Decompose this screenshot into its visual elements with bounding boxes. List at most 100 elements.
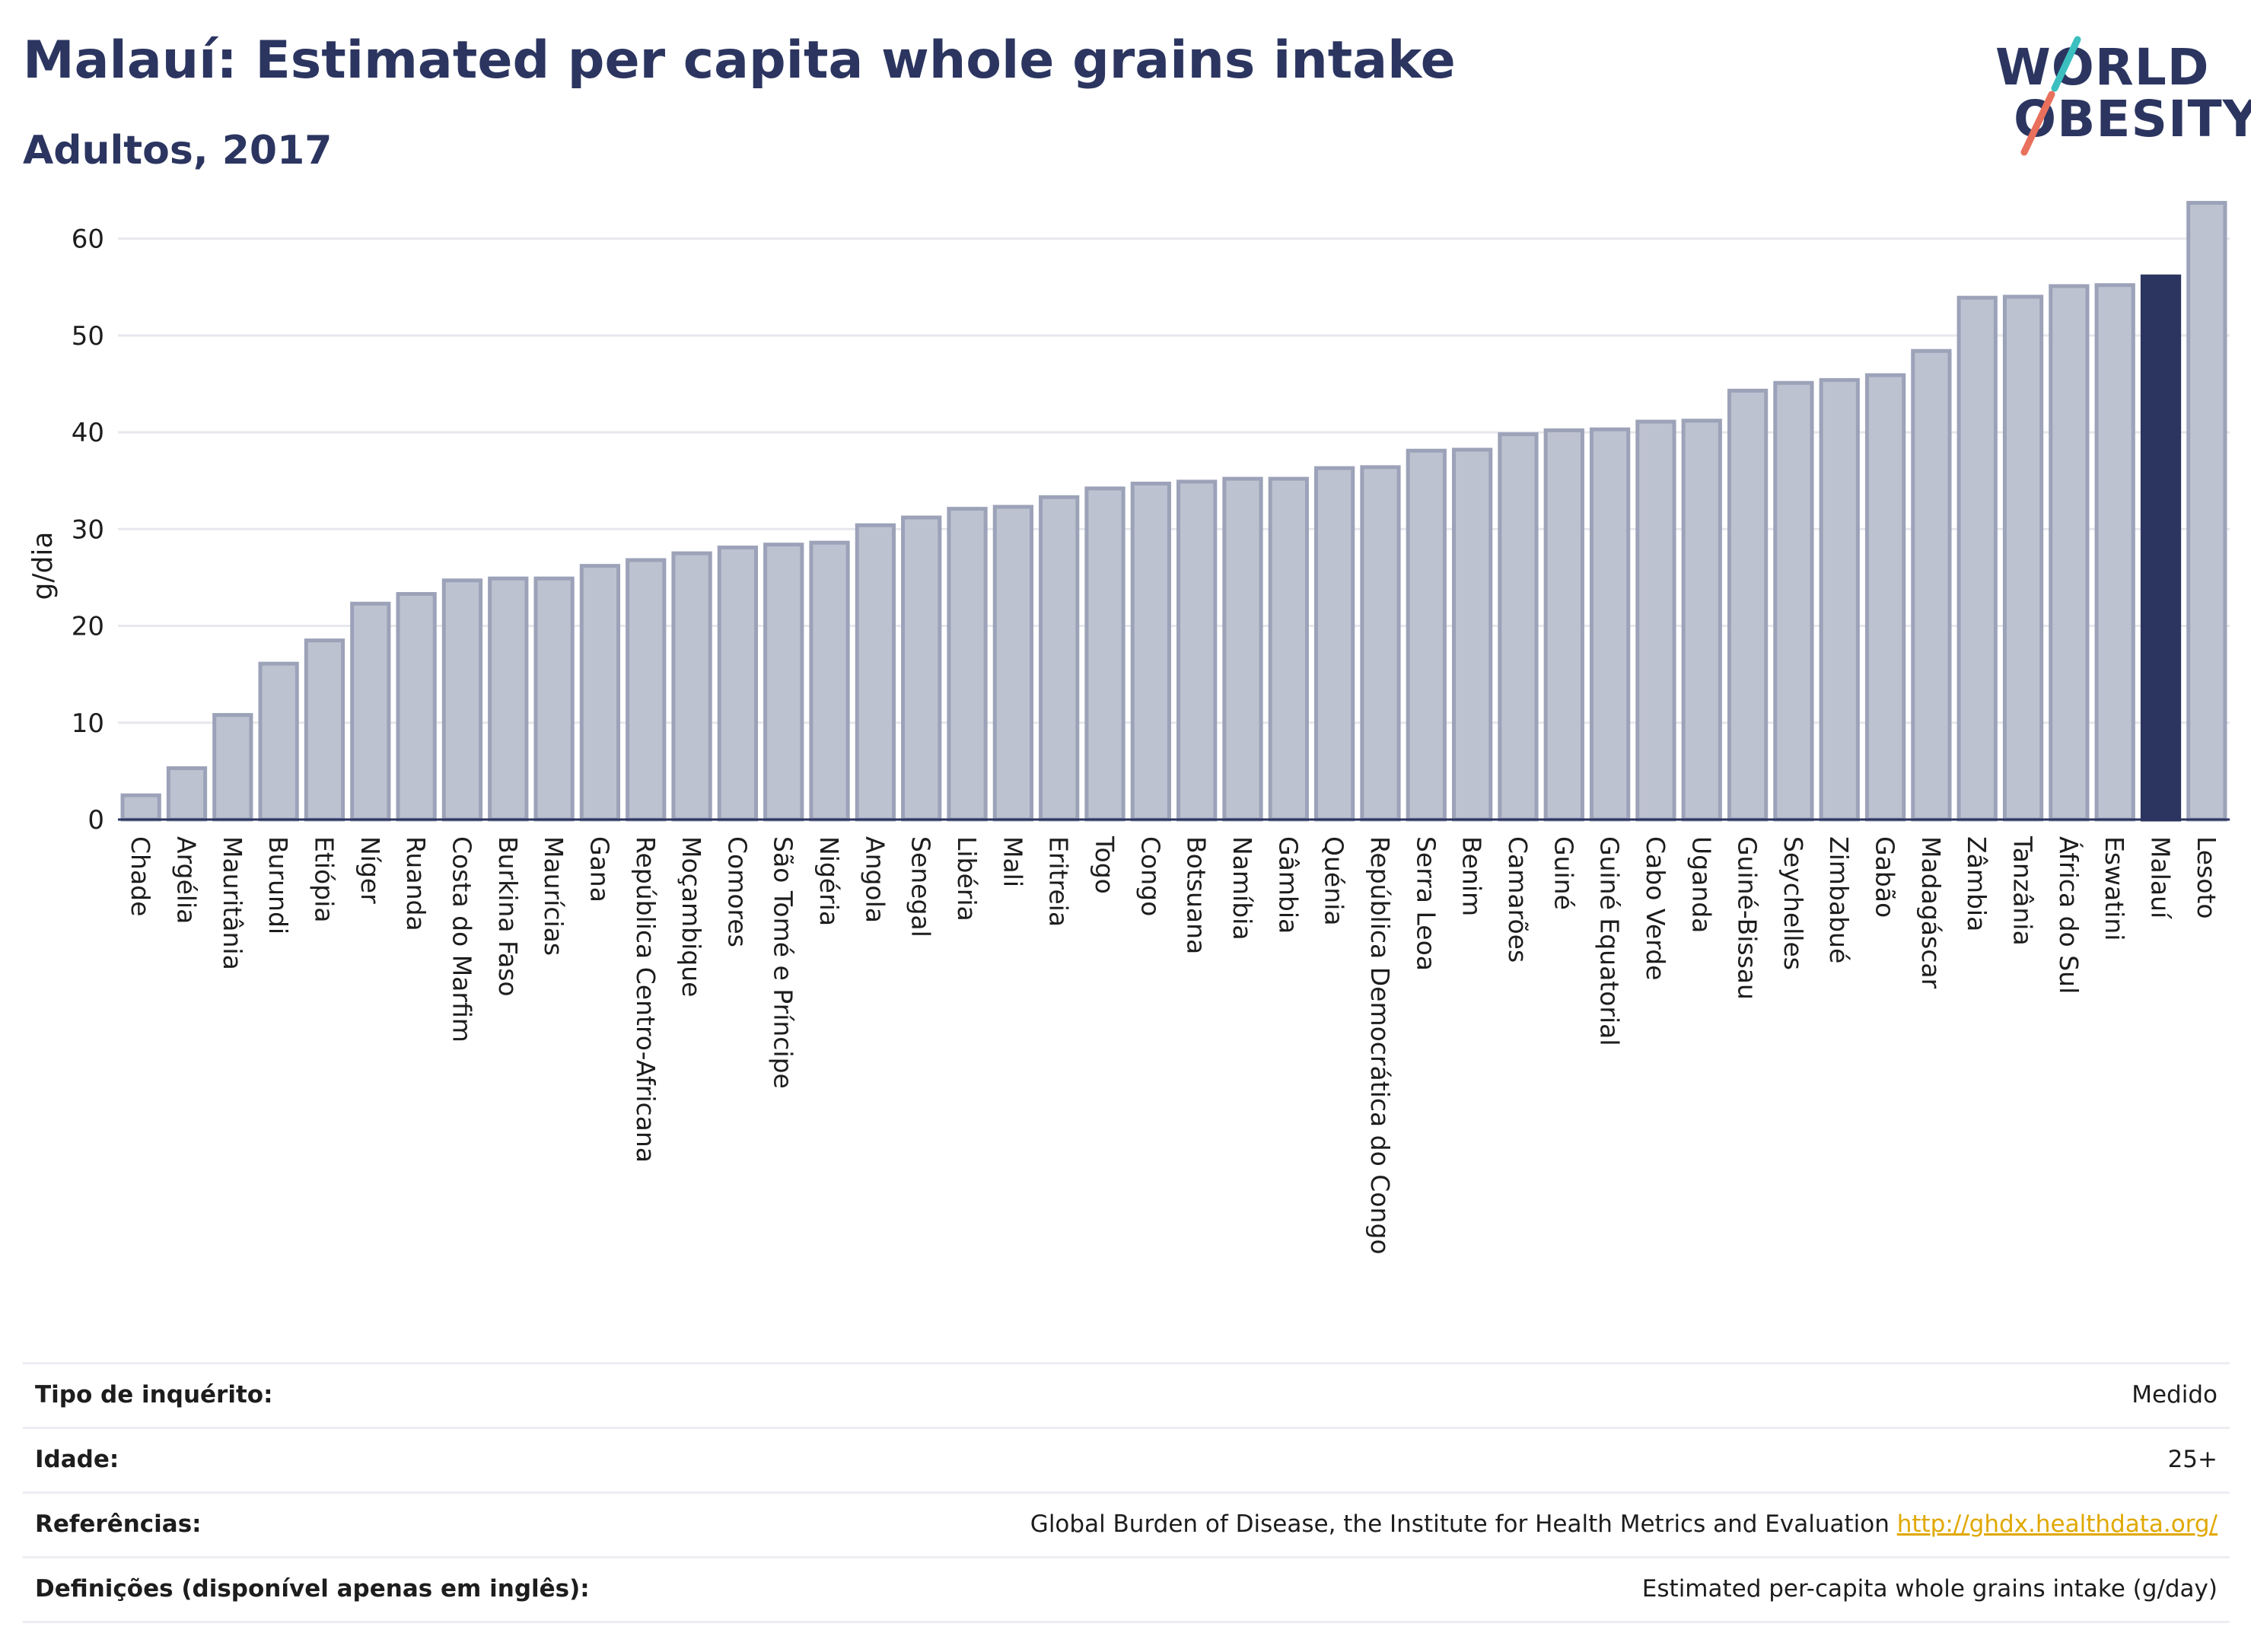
bar [1864, 373, 1906, 822]
x-tick-label: Eswatini [2100, 836, 2129, 941]
x-tick-label: Gâmbia [1273, 836, 1303, 934]
bar-layer [120, 201, 2227, 822]
bar [1130, 482, 1171, 822]
bar [626, 558, 667, 822]
x-tick-label: Zâmbia [1962, 836, 1992, 931]
info-label: Definições (disponível apenas em inglês)… [35, 1575, 590, 1603]
x-tick-label: Eritreia [1044, 836, 1074, 927]
x-tick-label: Níger [355, 836, 385, 904]
bar [441, 578, 483, 822]
y-tick-label: 20 [72, 612, 104, 642]
x-tick-label: Serra Leoa [1411, 836, 1441, 971]
world-obesity-logo[interactable]: WORLD OBESITY [1986, 23, 2251, 160]
bar [166, 766, 208, 822]
x-tick-label: República Centro-Africana [631, 836, 661, 1163]
bar [855, 523, 896, 822]
info-row-age: Idade: 25+ [23, 1427, 2230, 1491]
x-tick-label: Botsuana [1182, 836, 1211, 954]
bar [2186, 201, 2227, 822]
info-value: Estimated per-capita whole grains intake… [1641, 1575, 2218, 1603]
bar [1773, 380, 1814, 822]
bar [212, 713, 253, 822]
reference-text: Global Burden of Disease, the Institute … [1030, 1510, 1890, 1538]
x-tick-label: Lesoto [2192, 836, 2221, 919]
x-tick-label: Benim [1457, 836, 1487, 916]
bar [1222, 476, 1263, 822]
bar [2049, 284, 2090, 822]
bar [1956, 295, 1998, 822]
bar [1681, 419, 1722, 822]
bar [120, 793, 161, 822]
bar [901, 515, 942, 822]
x-tick-label: São Tomé e Príncipe [769, 836, 798, 1089]
x-tick-label: Mali [998, 836, 1027, 887]
bar [1451, 447, 1493, 822]
x-tick-label: Zimbabué [1824, 836, 1854, 963]
bar [1314, 466, 1355, 822]
x-tick-label: Etiópia [309, 836, 339, 923]
bar-chart: 0 10 20 30 40 50 60 g/dia Chade Argélia Mauritânia… [0, 175, 2251, 1362]
bar [947, 507, 988, 822]
bar [1911, 349, 1952, 822]
bar [1498, 432, 1539, 822]
y-tick-label: 50 [72, 321, 104, 352]
label-layer: 0 10 20 30 40 50 60 g/dia Chade Argélia Mauritânia… [27, 224, 2221, 1255]
x-tick-label: Nigéria [814, 836, 844, 926]
page-subtitle: Adultos, 2017 [23, 128, 333, 173]
bar [809, 540, 850, 822]
x-tick-label: Gana [584, 836, 614, 902]
bar [1819, 377, 1860, 822]
bar [1176, 479, 1218, 822]
x-tick-label: Madagáscar [1916, 836, 1946, 989]
bar [992, 505, 1033, 822]
x-tick-label: Angola [860, 836, 890, 923]
x-tick-label: Camarões [1503, 836, 1533, 963]
x-tick-label: Guiné-Bissau [1733, 836, 1762, 1000]
bar [1268, 476, 1309, 822]
x-tick-label: Gabão [1871, 836, 1900, 918]
bar [350, 601, 391, 822]
x-tick-label: Moçambique [677, 836, 706, 997]
reference-link[interactable]: http://ghdx.healthdata.org/ [1896, 1510, 2218, 1538]
x-tick-label: Quénia [1320, 836, 1349, 926]
logo-slash-icon [2020, 36, 2081, 156]
y-tick-label: 60 [72, 224, 104, 255]
bar [2094, 283, 2135, 822]
x-tick-label: Tanzânia [2008, 836, 2038, 946]
bar [396, 592, 437, 822]
bar [1589, 427, 1631, 822]
info-table: Tipo de inquérito: Medido Idade: 25+ Ref… [23, 1362, 2230, 1623]
y-tick-label: 30 [72, 514, 104, 545]
bar [2002, 294, 2044, 822]
bar [304, 638, 345, 822]
x-tick-label: Comores [722, 836, 752, 947]
x-tick-label: Libéria [952, 836, 982, 921]
bar [533, 576, 575, 822]
info-label: Tipo de inquérito: [35, 1381, 273, 1408]
bar [1406, 448, 1447, 822]
page-title: Malauí: Estimated per capita whole grain… [23, 30, 1456, 91]
bar [717, 545, 759, 822]
bar-highlight [2140, 274, 2182, 822]
bar-chart-svg: 0 10 20 30 40 50 60 g/dia Chade Argélia Mauritânia… [27, 201, 2230, 1255]
info-value: 25+ [2167, 1446, 2218, 1473]
y-tick-label: 40 [72, 418, 104, 448]
bar [671, 551, 712, 822]
x-tick-label: Mauritânia [218, 836, 247, 970]
x-tick-label: Ruanda [401, 836, 431, 931]
bar [579, 564, 621, 822]
x-tick-label: Seychelles [1778, 836, 1808, 970]
x-tick-label: Chade [126, 836, 155, 916]
x-tick-label: Senegal [906, 836, 936, 937]
logo-text-world: WORLD [1995, 38, 2210, 97]
bar [488, 576, 529, 822]
info-value: Global Burden of Disease, the Institute … [1030, 1510, 2218, 1538]
bar [1635, 419, 1676, 822]
y-tick-label: 0 [88, 805, 104, 836]
y-tick-label: 10 [72, 708, 104, 739]
info-value: Medido [2132, 1381, 2218, 1408]
x-tick-label: Burkina Faso [493, 836, 523, 997]
info-row-definitions: Definições (disponível apenas em inglês)… [23, 1556, 2230, 1623]
bar [1543, 428, 1584, 822]
bar [763, 543, 804, 822]
